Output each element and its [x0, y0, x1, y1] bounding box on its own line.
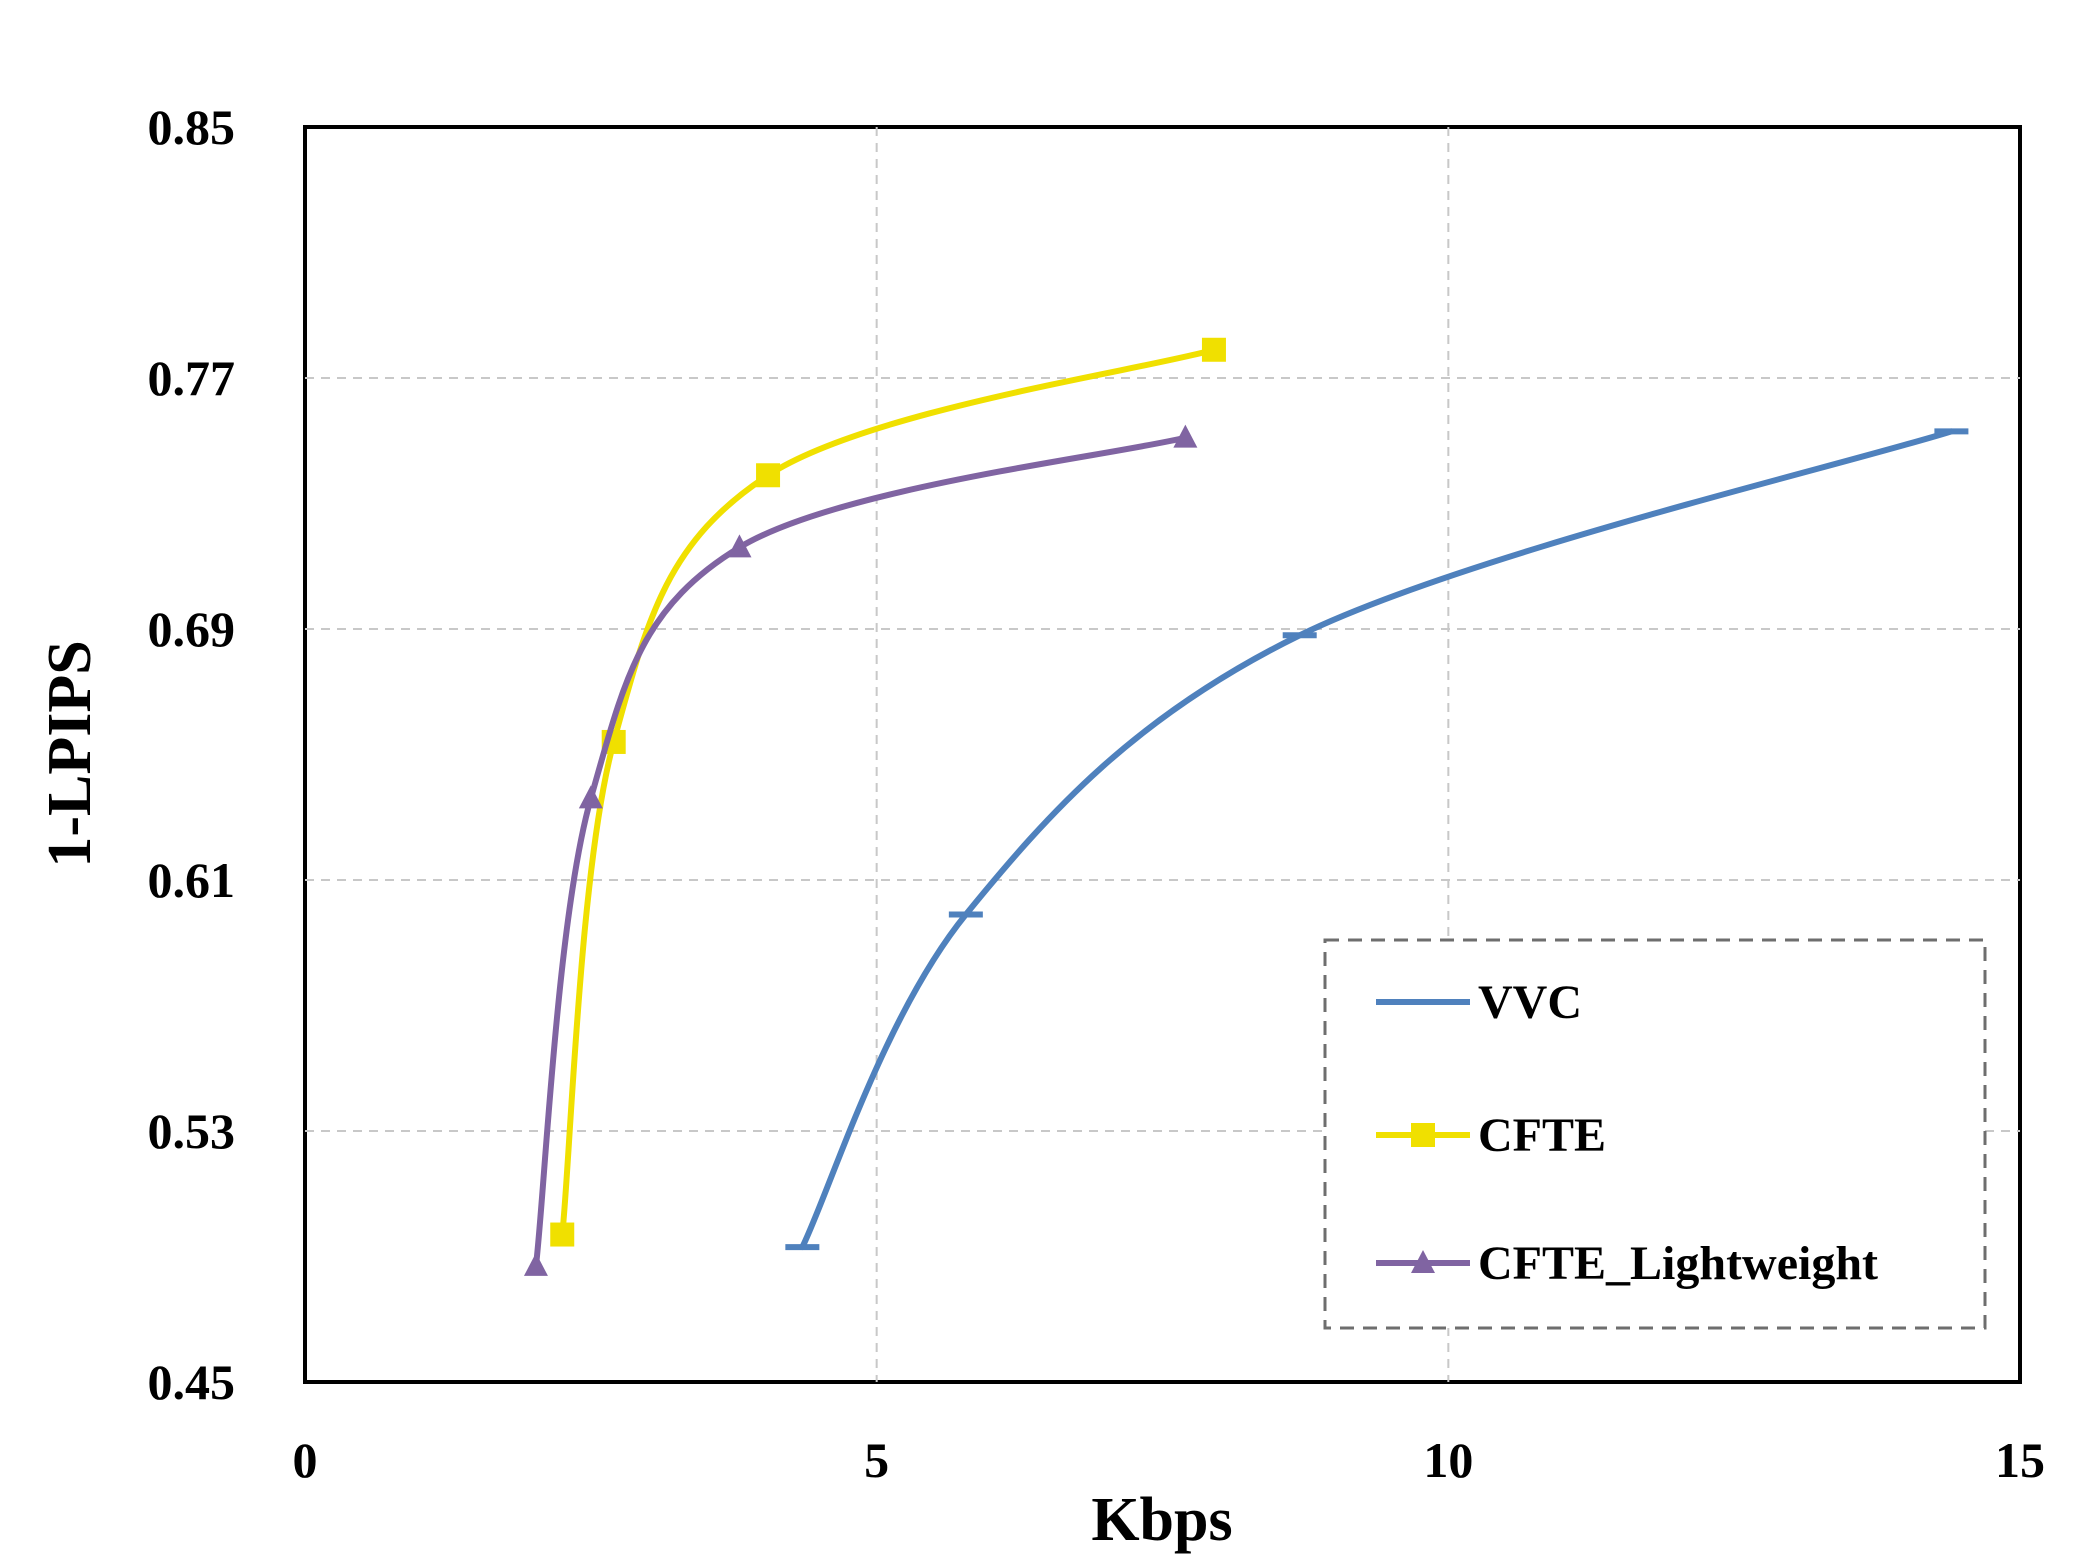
y-tick-label: 0.77: [148, 350, 236, 406]
y-tick-label: 0.61: [148, 852, 236, 908]
data-point-cfte-lightweight: [727, 534, 752, 558]
series-layer: [523, 337, 1969, 1276]
x-tick-label: 5: [864, 1432, 889, 1488]
series-line-cfte: [559, 346, 1217, 1238]
x-axis-title: Kbps: [1091, 1486, 1232, 1554]
x-tick-label: 15: [1995, 1432, 2045, 1488]
series-line-cfte-lightweight: [532, 434, 1189, 1269]
legend-marker-cfte-lightweight: [1411, 1250, 1435, 1273]
legend: VVC CFTE CFTE_Lightweight: [1323, 938, 1987, 1330]
x-tick-labels: 0 5 10 15: [293, 1432, 2046, 1488]
legend-label-vvc: VVC: [1478, 976, 1582, 1029]
y-tick-label: 0.53: [148, 1103, 236, 1159]
x-tick-label: 0: [293, 1432, 318, 1488]
data-point-cfte-lightweight: [523, 1252, 548, 1276]
data-point-cfte: [550, 1222, 575, 1247]
series-line-vvc: [799, 428, 1955, 1251]
y-tick-label: 0.45: [148, 1354, 236, 1410]
data-point-cfte-lightweight: [1173, 424, 1198, 448]
data-point-cfte: [756, 463, 781, 488]
x-tick-label: 10: [1423, 1432, 1473, 1488]
legend-label-cfte-lightweight: CFTE_Lightweight: [1478, 1237, 1878, 1290]
legend-marker-cfte: [1411, 1123, 1435, 1147]
data-point-cfte-lightweight: [578, 785, 603, 809]
y-tick-label: 0.69: [148, 601, 236, 657]
y-tick-labels: 0.45 0.53 0.61 0.69 0.77 0.85: [148, 99, 236, 1410]
data-point-cfte: [1201, 337, 1226, 362]
legend-label-cfte: CFTE: [1478, 1109, 1606, 1162]
y-tick-label: 0.85: [148, 99, 236, 155]
y-axis-title: 1-LPIPS: [36, 640, 104, 867]
